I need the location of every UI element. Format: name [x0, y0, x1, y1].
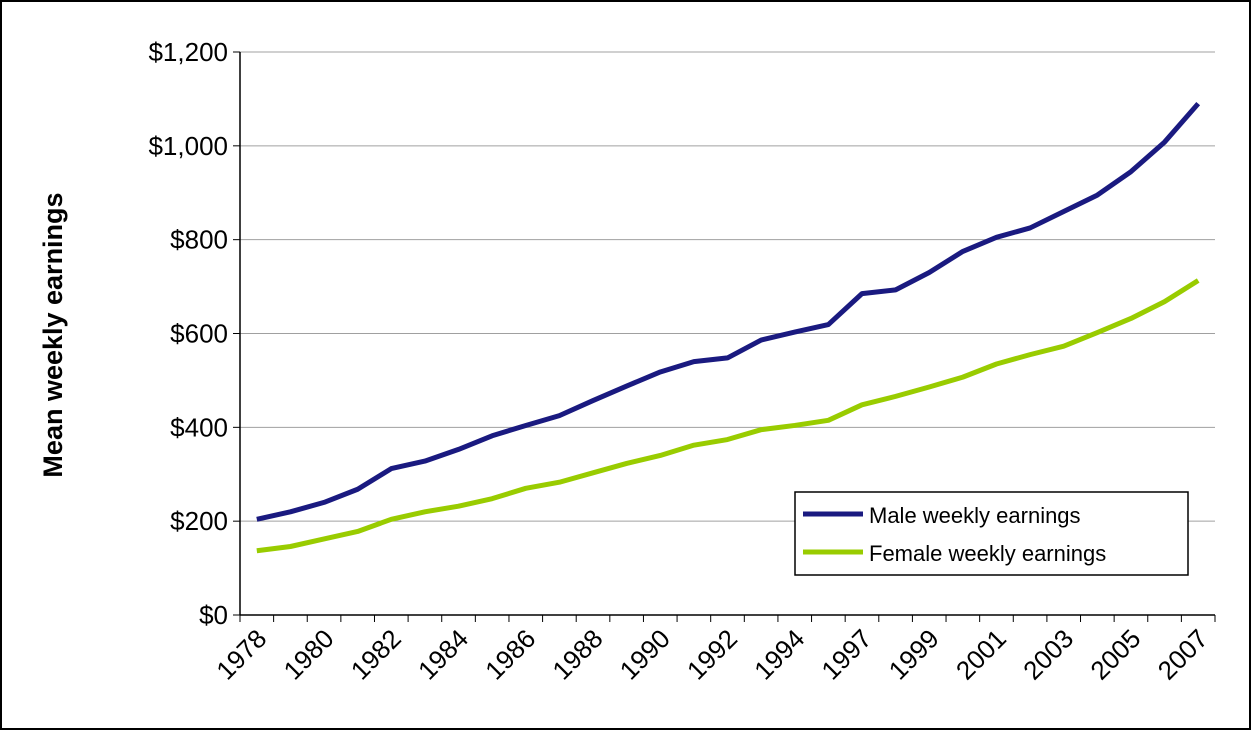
y-tick-label: $1,200 — [148, 37, 228, 67]
y-tick-label: $1,000 — [148, 131, 228, 161]
y-tick-label: $200 — [170, 506, 228, 536]
series-line — [256, 278, 1200, 554]
legend-label: Female weekly earnings — [869, 541, 1106, 566]
legend-label: Male weekly earnings — [869, 503, 1081, 528]
y-tick-label: $600 — [170, 319, 228, 349]
y-tick-label: $400 — [170, 412, 228, 442]
legend — [794, 491, 1189, 576]
y-tick-label: $0 — [199, 600, 228, 630]
y-axis-title: Mean weekly earnings — [38, 192, 68, 477]
series-line — [256, 101, 1201, 522]
y-tick-label: $800 — [170, 225, 228, 255]
